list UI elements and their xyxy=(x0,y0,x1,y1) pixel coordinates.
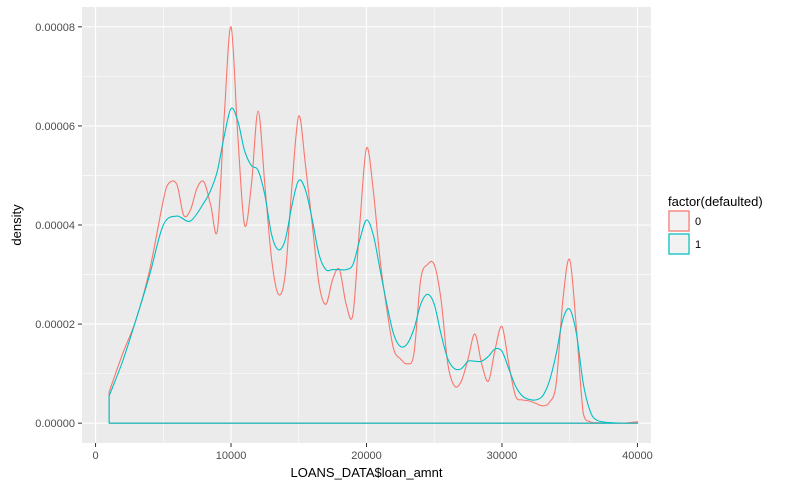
density-line-series-0 xyxy=(108,26,638,424)
legend-item-0: 0 xyxy=(668,210,701,232)
legend-key-swatch xyxy=(668,210,690,232)
density-line-series-1 xyxy=(108,107,638,424)
y-axis: 0.00000 0.00002 0.00004 0.00006 0.00008 xyxy=(35,22,82,430)
x-tick-label: 20000 xyxy=(351,450,382,462)
legend-label: 0 xyxy=(695,216,701,228)
legend-title: factor(defaulted) xyxy=(668,194,763,209)
y-axis-title: density xyxy=(9,204,24,246)
y-tick-label: 0.00006 xyxy=(35,121,75,133)
legend-label: 1 xyxy=(695,239,701,251)
x-axis-title: LOANS_DATA$loan_amnt xyxy=(291,465,443,480)
legend-item-1: 1 xyxy=(668,233,701,255)
y-tick-label: 0.00008 xyxy=(35,22,75,34)
legend: factor(defaulted) 01 xyxy=(668,194,763,255)
legend-key-swatch xyxy=(668,233,690,255)
y-tick-label: 0.00002 xyxy=(35,319,75,331)
series-layer xyxy=(108,26,638,424)
legend-key-background xyxy=(668,210,690,232)
x-tick-label: 30000 xyxy=(487,450,518,462)
x-axis: 0 10000 20000 30000 40000 xyxy=(92,443,653,462)
legend-key-background xyxy=(668,233,690,255)
legend-items: 01 xyxy=(668,210,701,255)
y-tick-label: 0.00004 xyxy=(35,220,75,232)
major-gridlines xyxy=(82,7,651,443)
y-tick-label: 0.00000 xyxy=(35,418,75,430)
x-tick-label: 10000 xyxy=(216,450,247,462)
x-tick-label: 0 xyxy=(92,450,98,462)
x-tick-label: 40000 xyxy=(622,450,653,462)
